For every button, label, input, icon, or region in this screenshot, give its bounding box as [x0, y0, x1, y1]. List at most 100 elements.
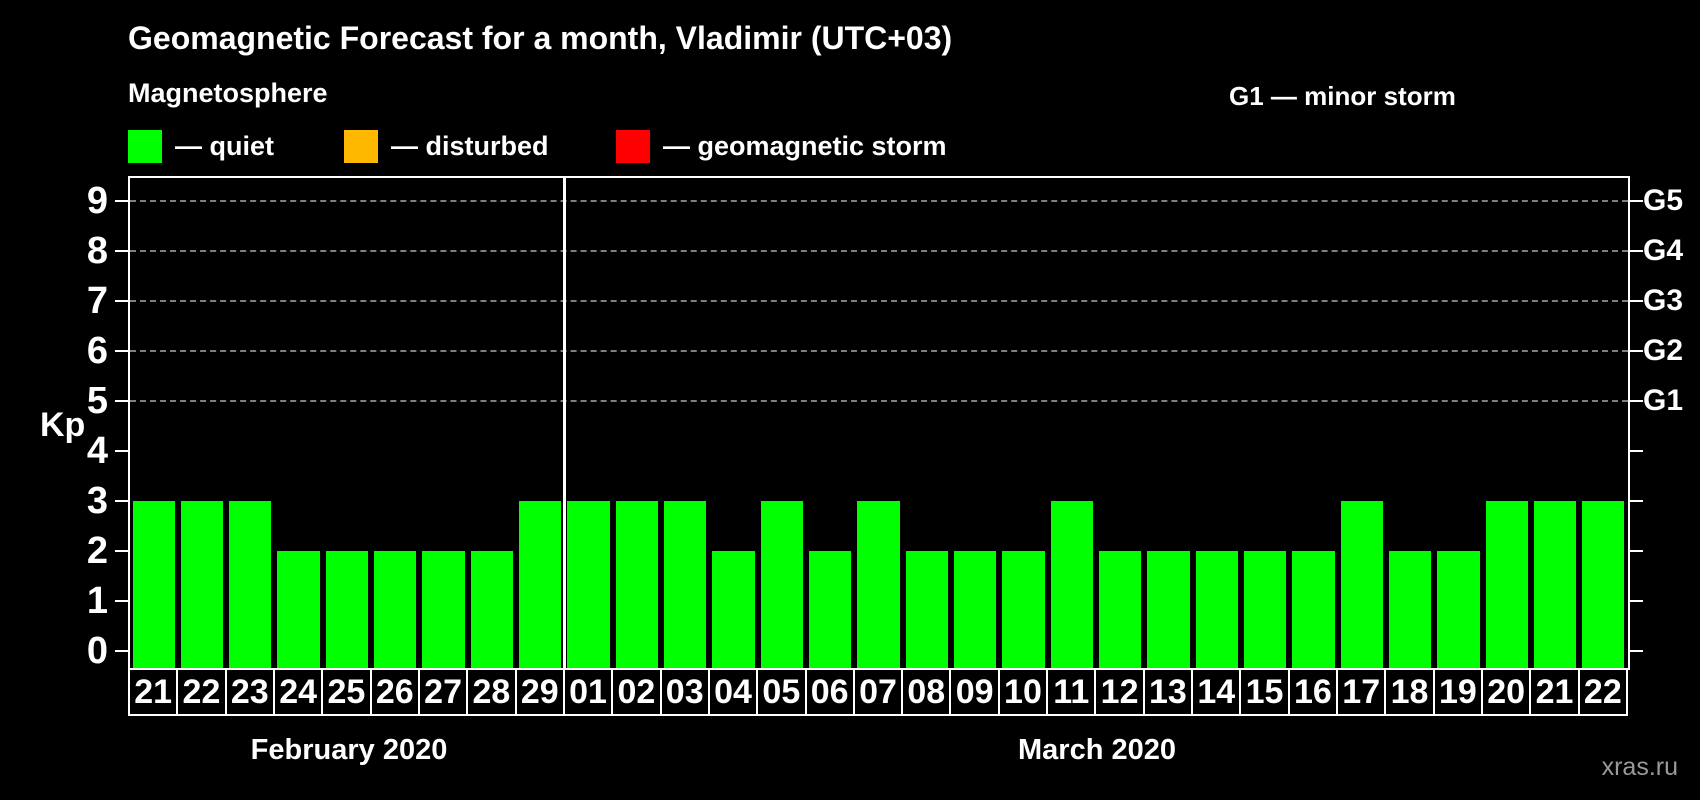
- kp-bar-day-21: [132, 500, 175, 668]
- quiet-legend-label: — quiet: [175, 130, 274, 161]
- day-label-18: 18: [1384, 668, 1435, 716]
- left-tick-6: [115, 349, 128, 352]
- day-label-19: 19: [1432, 668, 1484, 716]
- right-axis-label-g1: G1: [1643, 383, 1684, 417]
- y-axis-label: Kp: [40, 406, 86, 444]
- kp-bar-day-26: [374, 550, 417, 668]
- day-label-10: 10: [997, 668, 1049, 716]
- day-label-15: 15: [1239, 668, 1290, 716]
- right-tick-8: [1630, 249, 1643, 252]
- kp-bar-day-12: [1098, 550, 1142, 668]
- y-tick-label-8: 8: [86, 229, 108, 272]
- right-axis-label-g4: G4: [1643, 233, 1684, 267]
- day-label-01: 01: [562, 668, 614, 716]
- day-label-13: 13: [1142, 668, 1194, 716]
- kp-bar-day-02: [615, 500, 659, 668]
- day-label-22: 22: [1577, 668, 1628, 716]
- day-label-26: 26: [369, 668, 420, 716]
- day-label-17: 17: [1336, 668, 1387, 716]
- right-tick-2: [1630, 549, 1643, 552]
- kp-bar-day-01: [567, 500, 610, 668]
- right-tick-7: [1630, 299, 1643, 302]
- left-tick-5: [115, 399, 128, 402]
- legend-item-quiet: — quiet: [128, 128, 274, 164]
- kp-bar-day-10: [1002, 550, 1045, 668]
- disturbed-color-swatch: [344, 129, 378, 163]
- day-label-14: 14: [1191, 668, 1242, 716]
- kp-bar-day-21: [1533, 500, 1577, 668]
- right-tick-6: [1630, 349, 1643, 352]
- day-label-05: 05: [756, 668, 807, 716]
- day-label-06: 06: [804, 668, 855, 716]
- y-tick-label-6: 6: [86, 329, 108, 372]
- right-tick-4: [1630, 449, 1643, 452]
- gridline-kp7: [130, 299, 1628, 302]
- left-tick-3: [115, 499, 128, 502]
- legend-item-disturbed: — disturbed: [344, 128, 549, 164]
- day-label-12: 12: [1094, 668, 1145, 716]
- day-label-04: 04: [707, 668, 759, 716]
- kp-bar-day-27: [422, 550, 465, 668]
- kp-bar-day-15: [1243, 550, 1287, 668]
- disturbed-legend-label: — disturbed: [391, 130, 549, 161]
- kp-bar-day-22: [180, 500, 224, 668]
- kp-bar-day-04: [712, 550, 755, 668]
- kp-bar-day-06: [809, 550, 852, 668]
- kp-bar-day-11: [1050, 500, 1093, 668]
- day-label-22: 22: [176, 668, 227, 716]
- left-tick-4: [115, 449, 128, 452]
- y-tick-label-9: 9: [86, 179, 108, 222]
- kp-bar-day-20: [1485, 500, 1528, 668]
- left-tick-0: [115, 649, 128, 652]
- day-label-27: 27: [417, 668, 469, 716]
- left-tick-1: [115, 599, 128, 602]
- left-tick-2: [115, 549, 128, 552]
- right-tick-9: [1630, 199, 1643, 202]
- kp-bar-day-24: [277, 550, 320, 668]
- left-tick-7: [115, 299, 128, 302]
- day-label-03: 03: [659, 668, 710, 716]
- gridline-kp8: [130, 249, 1628, 252]
- kp-bar-day-29: [519, 500, 562, 668]
- chart-title: Geomagnetic Forecast for a month, Vladim…: [128, 20, 953, 56]
- kp-bar-day-08: [905, 550, 948, 668]
- plot-area: [128, 176, 1630, 670]
- day-label-08: 08: [901, 668, 952, 716]
- day-label-09: 09: [949, 668, 1000, 716]
- month-separator: [563, 178, 567, 668]
- kp-bar-day-05: [760, 500, 803, 668]
- storm-legend-label: — geomagnetic storm: [663, 130, 947, 161]
- y-tick-label-2: 2: [86, 529, 108, 572]
- kp-bar-day-22: [1582, 500, 1625, 668]
- kp-bar-day-19: [1437, 550, 1480, 668]
- kp-bar-day-16: [1292, 550, 1335, 668]
- day-label-21: 21: [128, 668, 179, 716]
- right-axis-label-g5: G5: [1643, 183, 1684, 217]
- gridline-kp5: [130, 399, 1628, 402]
- y-tick-label-5: 5: [86, 379, 108, 422]
- left-tick-9: [115, 199, 128, 202]
- kp-bar-day-18: [1388, 550, 1432, 668]
- day-label-07: 07: [852, 668, 904, 716]
- month-label-march: March 2020: [1018, 734, 1176, 766]
- kp-bar-day-07: [857, 500, 900, 668]
- storm-color-swatch: [616, 129, 650, 163]
- right-axis-label-g2: G2: [1643, 333, 1684, 367]
- left-tick-8: [115, 249, 128, 252]
- kp-bar-day-28: [470, 550, 514, 668]
- kp-bar-day-23: [229, 500, 272, 668]
- quiet-color-swatch: [128, 129, 162, 163]
- day-label-28: 28: [466, 668, 517, 716]
- kp-bar-day-13: [1147, 550, 1190, 668]
- day-label-02: 02: [611, 668, 662, 716]
- y-tick-label-3: 3: [86, 479, 108, 522]
- magnetosphere-label: Magnetosphere: [128, 78, 328, 108]
- day-label-24: 24: [272, 668, 324, 716]
- right-tick-3: [1630, 499, 1643, 502]
- day-label-11: 11: [1046, 668, 1097, 716]
- kp-bar-day-25: [325, 550, 369, 668]
- gridline-kp9: [130, 199, 1628, 202]
- day-label-21: 21: [1529, 668, 1580, 716]
- kp-bar-day-14: [1195, 550, 1238, 668]
